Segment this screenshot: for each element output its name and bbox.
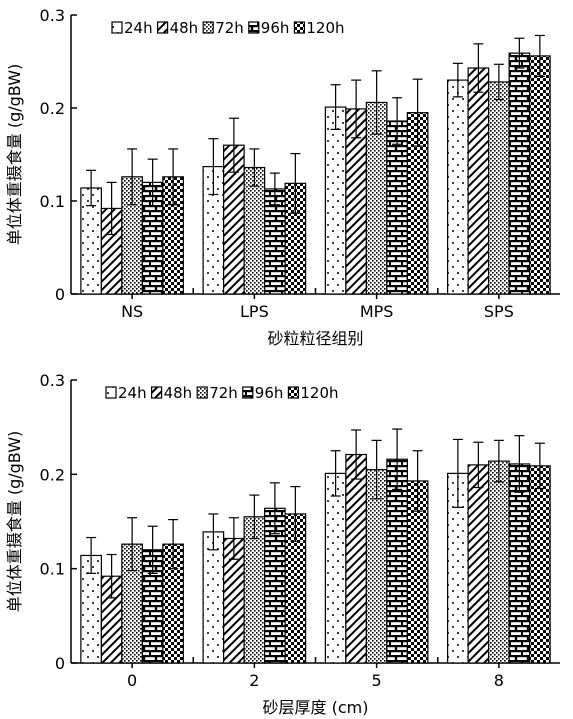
bar-96h	[508, 52, 531, 295]
legend-label-96h: 96h	[255, 384, 284, 402]
legend: 24h 48h 72h 96h 120h	[105, 384, 339, 402]
legend-label-72h: 72h	[215, 19, 244, 37]
x-tick-label: MPS	[360, 302, 394, 321]
legend-label-120h: 120h	[306, 19, 344, 37]
y-tick-label: 0.3	[40, 371, 65, 390]
y-tick-label: 0	[55, 285, 65, 304]
x-tick-label: 0	[127, 671, 137, 690]
feed-intake-by-sand-grain-size-chart: 0 0.1 0.2 0.3 NS LPS MPS SPS 砂粒粒径组别 单位体重摄食量 (g/gB…	[5, 6, 560, 348]
x-tick-label: 8	[494, 671, 504, 690]
y-axis-title: 单位体重摄食量 (g/gBW)	[5, 431, 24, 613]
x-axis-title: 砂层厚度 (cm)	[263, 698, 369, 717]
bar-48h	[467, 67, 490, 295]
x-tick-label: LPS	[240, 302, 269, 321]
bar-24h	[447, 79, 469, 295]
bar-72h	[488, 460, 510, 664]
legend-label-24h: 24h	[118, 384, 147, 402]
legend-label-48h: 48h	[170, 19, 199, 37]
legend-swatch-96h	[248, 21, 260, 34]
x-tick-label: 2	[249, 671, 259, 690]
legend: 24h 48h 72h 96h 120h	[111, 19, 345, 37]
y-tick-label: 0.1	[40, 560, 65, 579]
bar-48h	[467, 464, 490, 664]
legend-label-24h: 24h	[124, 19, 153, 37]
legend-swatch-72h	[202, 21, 214, 34]
x-tick-label: NS	[121, 302, 143, 321]
legend-label-120h: 120h	[300, 384, 338, 402]
bar-120h	[529, 465, 551, 664]
feed-intake-by-sand-thickness-chart: 0 0.1 0.2 0.3 0 2 5 8 砂层厚度 (cm) 单位体重摄食量 (g/gBW) 24…	[5, 371, 560, 717]
legend-swatch-48h	[157, 21, 169, 34]
x-axis-title: 砂粒粒径组别	[267, 329, 363, 348]
bar-24h	[202, 531, 225, 664]
y-tick-label: 0.2	[40, 99, 65, 118]
bar-120h	[529, 55, 551, 295]
legend-swatch-120h	[287, 386, 299, 399]
legend-label-48h: 48h	[164, 384, 193, 402]
bar-96h	[386, 120, 408, 295]
legend-swatch-24h	[105, 386, 117, 399]
y-tick-label: 0.3	[40, 6, 65, 25]
legend-label-96h: 96h	[261, 19, 290, 37]
bar-24h	[324, 106, 347, 295]
legend-swatch-72h	[196, 386, 208, 399]
y-axis-title: 单位体重摄食量 (g/gBW)	[5, 64, 24, 246]
x-tick-label: 5	[372, 671, 382, 690]
legend-swatch-24h	[111, 21, 123, 34]
legend-swatch-96h	[242, 386, 254, 399]
bar-24h	[324, 472, 347, 664]
legend-swatch-48h	[151, 386, 163, 399]
y-tick-label: 0	[55, 654, 65, 673]
legend-label-72h: 72h	[209, 384, 238, 402]
legend-swatch-120h	[293, 21, 305, 34]
bar-72h	[488, 81, 510, 295]
x-tick-label: SPS	[484, 302, 514, 321]
y-tick-label: 0.2	[40, 465, 65, 484]
bar-96h	[508, 463, 531, 664]
bar-48h	[345, 453, 367, 664]
y-tick-label: 0.1	[40, 192, 65, 211]
